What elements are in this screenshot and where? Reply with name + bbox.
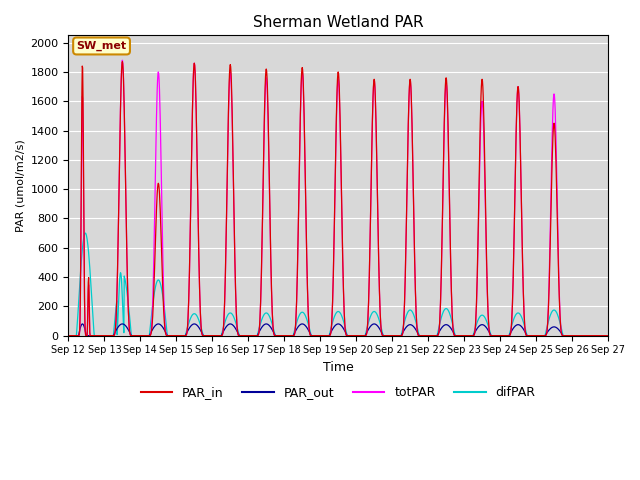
difPAR [540, 333, 548, 338]
difPAR [185, 321, 193, 326]
difPAR [81, 230, 89, 236]
totPAR [604, 333, 611, 338]
PAR_in [422, 333, 429, 338]
PAR_out [185, 326, 193, 332]
Line: difPAR: difPAR [68, 233, 607, 336]
PAR_in [172, 333, 179, 338]
difPAR [245, 333, 253, 338]
PAR_out [422, 333, 429, 338]
X-axis label: Time: Time [323, 361, 353, 374]
PAR_in [493, 333, 500, 338]
PAR_out [493, 333, 500, 338]
totPAR [65, 333, 72, 338]
PAR_out [172, 333, 179, 338]
difPAR [172, 333, 179, 338]
totPAR [422, 333, 429, 338]
PAR_in [604, 333, 611, 338]
PAR_in [245, 333, 253, 338]
Line: PAR_in: PAR_in [68, 62, 607, 336]
PAR_out [245, 333, 253, 338]
PAR_out [604, 333, 611, 338]
PAR_out [118, 321, 126, 327]
PAR_in [540, 333, 548, 338]
Text: SW_met: SW_met [77, 41, 127, 51]
difPAR [493, 333, 500, 338]
Legend: PAR_in, PAR_out, totPAR, difPAR: PAR_in, PAR_out, totPAR, difPAR [136, 382, 541, 405]
Y-axis label: PAR (umol/m2/s): PAR (umol/m2/s) [15, 139, 25, 232]
totPAR [540, 333, 548, 338]
difPAR [422, 333, 429, 338]
PAR_in [185, 298, 193, 304]
Line: totPAR: totPAR [68, 60, 607, 336]
totPAR [245, 333, 253, 338]
PAR_in [65, 333, 72, 338]
totPAR [185, 298, 193, 304]
Title: Sherman Wetland PAR: Sherman Wetland PAR [253, 15, 424, 30]
PAR_out [540, 333, 548, 338]
totPAR [172, 333, 179, 338]
difPAR [65, 333, 72, 338]
totPAR [118, 57, 126, 63]
PAR_in [118, 59, 126, 65]
totPAR [493, 333, 500, 338]
PAR_out [65, 333, 72, 338]
Line: PAR_out: PAR_out [68, 324, 607, 336]
difPAR [604, 333, 611, 338]
